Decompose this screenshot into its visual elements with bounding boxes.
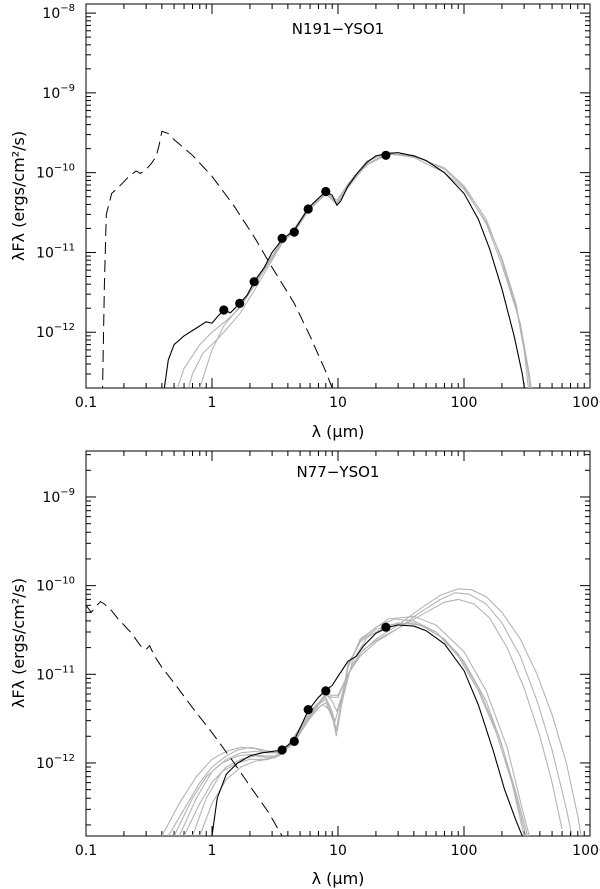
alt-model-sed	[199, 152, 531, 388]
photometry-point	[289, 736, 299, 747]
x-tick-label: 1	[208, 395, 217, 411]
y-tick-base: 10	[36, 579, 54, 595]
photometry-point	[303, 204, 313, 214]
y-tick-label: 10−12	[36, 753, 75, 772]
photometry-point	[321, 686, 331, 696]
x-tick-labels: 0.1 1 10 100 1000	[75, 843, 600, 859]
y-tick-exponent: −8	[60, 3, 75, 14]
x-tick-label: 0.1	[75, 395, 97, 411]
y-tick-exponent: −12	[54, 753, 75, 764]
y-tick-label: 10−10	[36, 576, 75, 595]
y-tick-exponent: −11	[54, 242, 75, 253]
y-tick-exponent: −9	[60, 83, 75, 94]
y-tick-label: 10−9	[42, 83, 75, 102]
alt-model-sed	[173, 615, 530, 836]
photometry-point	[381, 150, 391, 160]
alt-model-sed	[183, 598, 563, 836]
plot-title: N77−YSO1	[297, 463, 380, 481]
x-tick-labels: 0.1 1 10 100 1000	[75, 395, 600, 411]
photometry-point	[219, 305, 229, 315]
y-tick-exponent: −11	[54, 664, 75, 675]
sed-curves	[86, 588, 582, 836]
y-tick-base: 10	[36, 756, 54, 772]
plot-title: N191−YSO1	[292, 20, 384, 38]
y-tick-base: 10	[42, 490, 60, 506]
y-tick-label: 10−11	[36, 664, 75, 683]
axis-ticks	[85, 451, 590, 836]
y-tick-base: 10	[36, 667, 54, 683]
x-tick-label: 10	[329, 843, 347, 859]
y-tick-label: 10−8	[42, 3, 75, 22]
data-points	[277, 622, 391, 755]
stellar-photosphere	[102, 130, 333, 388]
stellar-photosphere	[86, 600, 283, 836]
y-tick-base: 10	[42, 6, 60, 22]
sed-curves	[102, 130, 532, 388]
best-fit-sed	[211, 624, 523, 836]
y-tick-base: 10	[36, 245, 54, 261]
alt-model-sed	[191, 618, 525, 836]
data-points	[219, 150, 391, 315]
photometry-point	[277, 233, 287, 243]
y-tick-label: 10−12	[36, 322, 75, 341]
axis-ticks	[85, 4, 590, 389]
x-tick-label: 1000	[572, 395, 600, 411]
x-tick-label: 1	[208, 843, 217, 859]
x-tick-label: 1000	[572, 843, 600, 859]
y-axis-label: λFλ (ergs/cm²/s)	[9, 578, 28, 708]
photometry-point	[289, 227, 299, 237]
x-tick-label: 100	[451, 395, 478, 411]
photometry-point	[321, 186, 331, 197]
y-tick-exponent: −10	[54, 576, 75, 587]
alt-model-sed	[167, 622, 527, 836]
y-tick-exponent: −12	[54, 322, 75, 333]
y-axis-label: λFλ (ergs/cm²/s)	[9, 131, 28, 261]
plot-frame	[85, 3, 591, 389]
photometry-point	[277, 745, 287, 755]
alt-model-sed	[161, 588, 582, 836]
photometry-point	[249, 277, 259, 287]
alt-model-sed	[176, 153, 532, 388]
x-tick-label: 10	[329, 395, 347, 411]
alt-model-sed	[199, 622, 529, 836]
y-tick-label: 10−9	[42, 487, 75, 506]
photometry-point	[303, 705, 313, 715]
best-fit-sed	[163, 152, 525, 388]
y-tick-base: 10	[42, 86, 60, 102]
y-tick-exponent: −10	[54, 163, 75, 174]
alt-model-sed	[187, 153, 529, 388]
y-tick-exponent: −9	[60, 487, 75, 498]
y-tick-label: 10−10	[36, 163, 75, 182]
x-tick-label: 100	[451, 843, 478, 859]
x-axis-label: λ (μm)	[312, 422, 365, 441]
photometry-point	[381, 622, 391, 632]
x-tick-label: 0.1	[75, 843, 97, 859]
photometry-point	[235, 298, 245, 308]
x-axis-label: λ (μm)	[312, 869, 365, 888]
y-tick-base: 10	[36, 166, 54, 182]
y-tick-base: 10	[36, 325, 54, 341]
y-tick-label: 10−11	[36, 242, 75, 261]
